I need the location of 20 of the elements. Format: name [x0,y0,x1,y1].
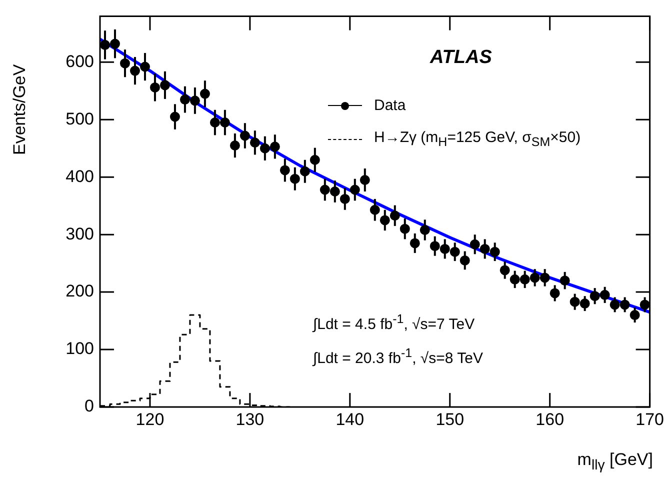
y-tick-label: 200 [66,282,94,301]
y-tick-label: 600 [66,52,94,71]
y-tick-label: 300 [66,224,94,244]
x-tick-label: 160 [536,410,564,429]
y-tick-label: 0 [84,396,94,416]
x-tick-label: 170 [636,410,664,429]
x-tick-label: 130 [236,410,264,429]
x-tick-label: 120 [136,410,164,429]
legend-label: H→Zγ (m$_{H}$=125 GeV, σ$_{SM}$×50) [374,129,581,149]
y-tick-label: 400 [66,166,94,186]
annotation: ATLAS [430,47,492,69]
y-tick-label: 100 [66,339,94,358]
x-tick-label: 140 [336,410,364,429]
annotation: ∫Ldt = 20.3 fb$^{-1}$, √s=8 TeV [313,346,483,367]
legend-label: Data [374,96,406,114]
y-tick-label: 500 [66,109,94,128]
y-axis-title: Events/GeV [10,64,30,155]
x-axis-title: m$_{llγ}$ [GeV] [577,450,653,474]
annotation: ∫Ldt = 4.5 fb$^{-1}$, √s=7 TeV [313,312,475,333]
x-tick-label: 150 [436,410,464,429]
